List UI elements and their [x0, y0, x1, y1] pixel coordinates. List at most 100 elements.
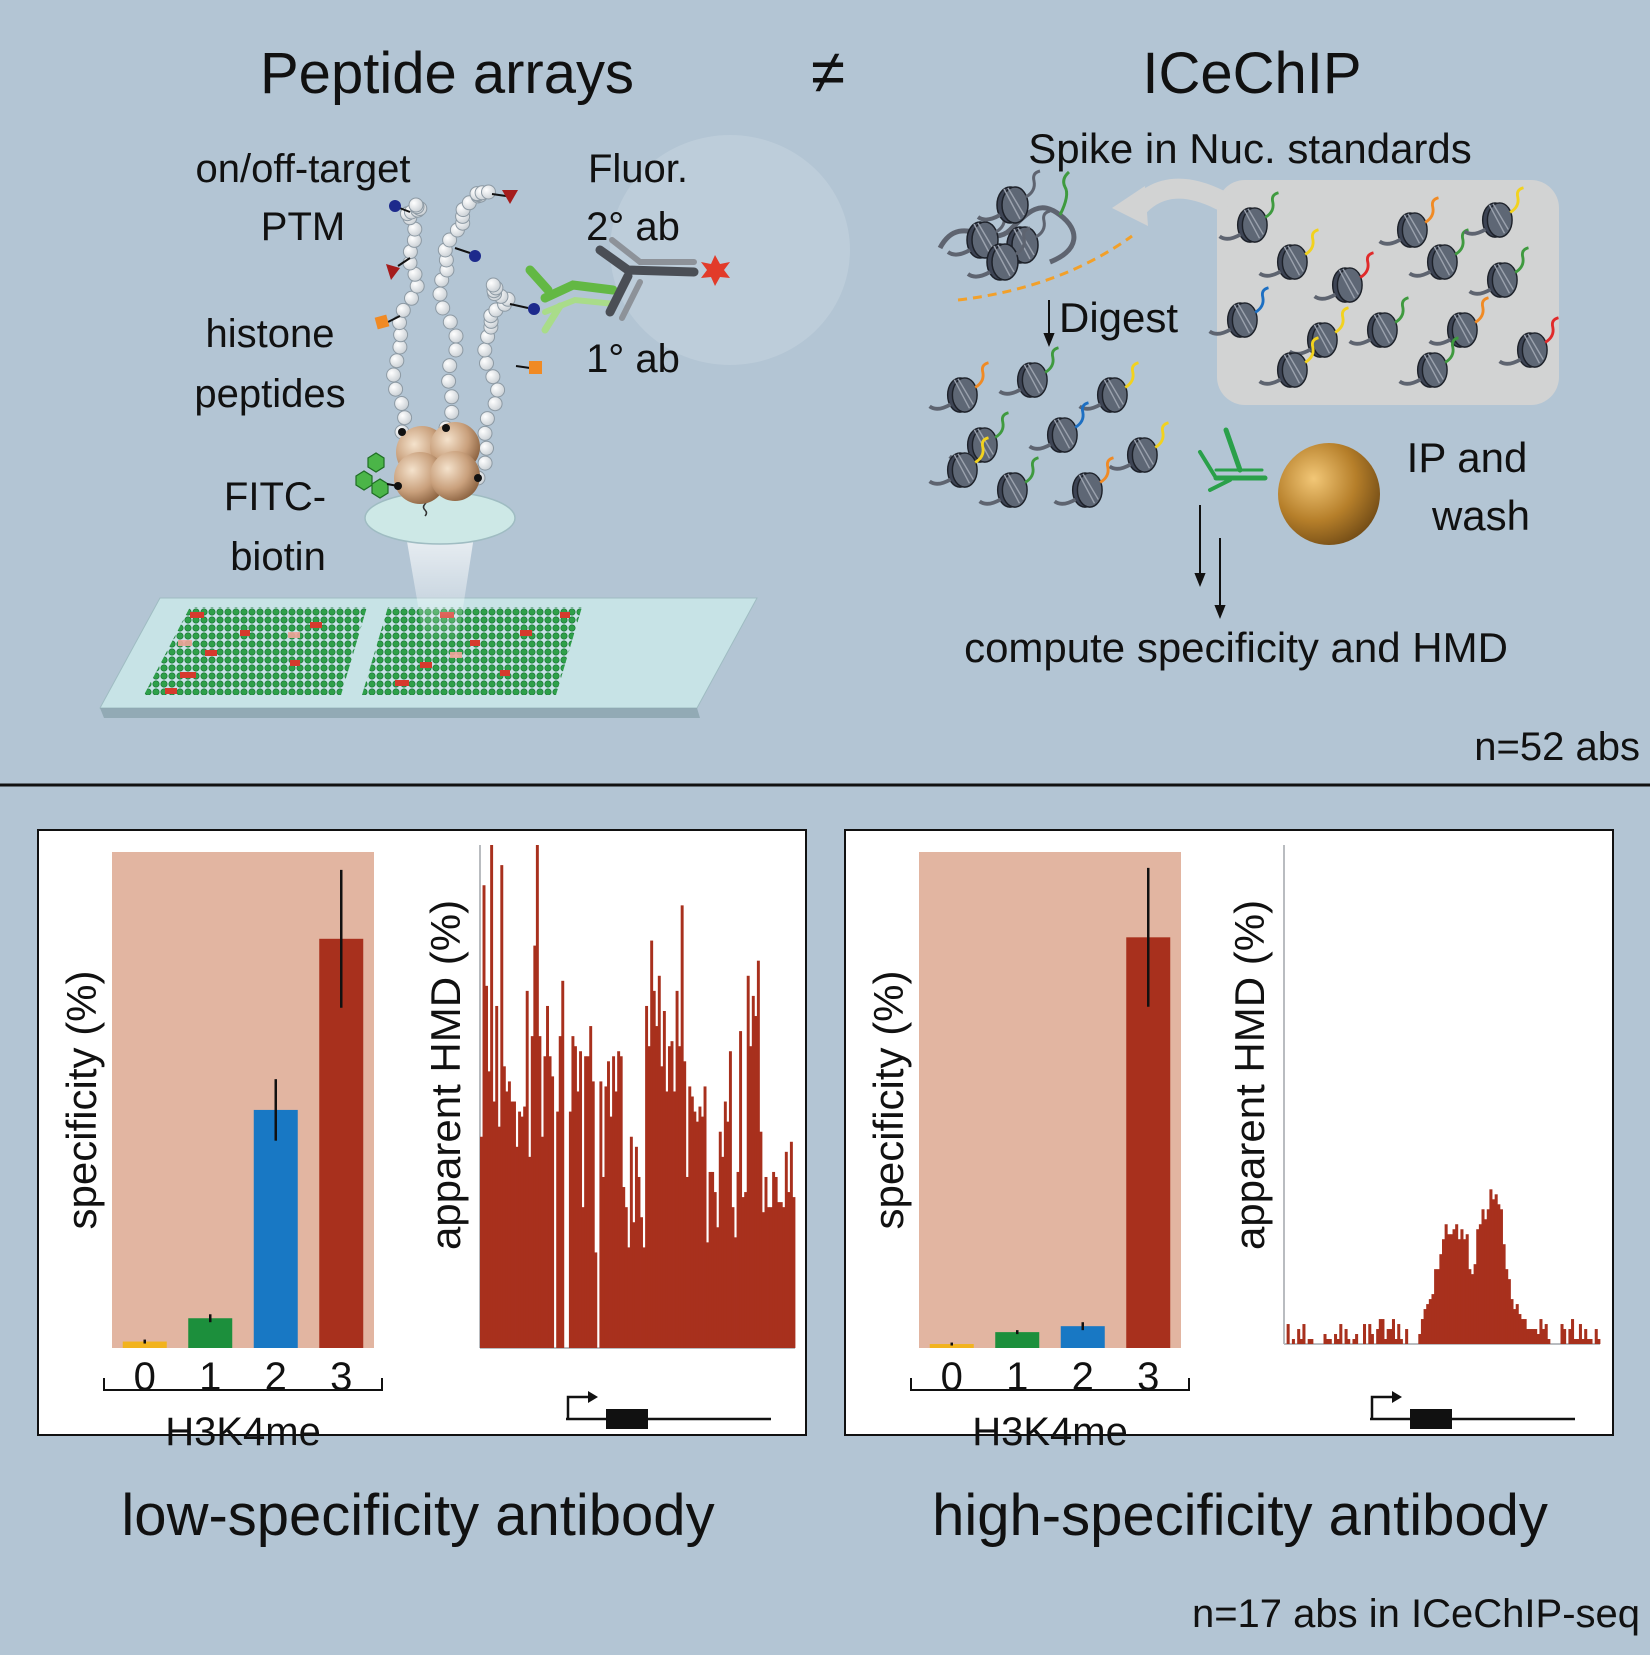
label-spike-in: Spike in Nuc. standards: [1028, 125, 1472, 172]
signal-bin: [1439, 1254, 1443, 1344]
signal-bin: [1589, 1339, 1593, 1344]
signal-bin: [1389, 1329, 1393, 1344]
signal-bin: [1386, 1329, 1390, 1344]
signal-bin: [1584, 1329, 1588, 1344]
signal-bin: [604, 1086, 608, 1348]
signal-bin: [558, 1036, 562, 1348]
peptide-residue: [441, 373, 457, 389]
fluorophore-star: [701, 255, 730, 286]
signal-bin: [777, 1202, 781, 1348]
peptide-residue: [444, 389, 460, 405]
secondary-antibody: [595, 237, 699, 321]
signal-bin: [1502, 1244, 1506, 1344]
peptide-residue: [444, 404, 460, 420]
signal-bin: [693, 1111, 697, 1348]
signal-bin: [1286, 1324, 1290, 1344]
signal-bin: [500, 865, 504, 1348]
signal-bin: [708, 1171, 712, 1348]
label-fluor-2: 2° ab: [586, 205, 680, 249]
nucleosome: [998, 346, 1059, 398]
peptide-residue: [477, 425, 493, 441]
signal-bin: [497, 1126, 501, 1348]
peptide-residue: [479, 355, 494, 371]
peptide-residue: [448, 342, 464, 358]
signal-bin: [619, 1056, 623, 1348]
signal-bin: [1544, 1324, 1548, 1344]
signal-bin: [1378, 1319, 1382, 1344]
nucleosome: [1313, 251, 1374, 303]
label-histone-1: histone: [206, 312, 335, 356]
signal-bin: [507, 1081, 511, 1348]
signal-bin: [523, 1106, 527, 1348]
signal-bin: [1405, 1329, 1409, 1344]
signal-bin: [1336, 1339, 1340, 1344]
signal-bin: [622, 1187, 626, 1348]
bar-h3k4me2: [253, 1109, 298, 1348]
signal-bin: [1299, 1339, 1303, 1344]
signal-bin: [1536, 1334, 1540, 1344]
label-ip-2: wash: [1431, 492, 1530, 539]
title-peptide-arrays: Peptide arrays: [260, 41, 634, 106]
signal-bin: [716, 1227, 720, 1348]
bar-h3k4me0: [929, 1344, 974, 1348]
signal-bin: [667, 1046, 671, 1348]
gene-model: [1370, 1391, 1575, 1429]
signal-bin: [1334, 1334, 1338, 1344]
signal-bin: [579, 1051, 583, 1348]
signal-bin: [731, 1207, 735, 1348]
signal-bin: [1297, 1329, 1301, 1344]
signal-bin: [571, 1036, 575, 1348]
not-equal-symbol: ≠: [811, 38, 845, 107]
label-fitc-1: FITC-: [224, 475, 326, 519]
signal-bin: [533, 945, 537, 1348]
signal-bin: [1449, 1234, 1453, 1344]
panel-caption: high-specificity antibody: [932, 1483, 1548, 1548]
signal-bin: [1384, 1339, 1388, 1344]
signal-bin: [1355, 1334, 1359, 1344]
signal-bin: [769, 1207, 773, 1348]
signal-bin: [1531, 1329, 1535, 1344]
signal-bin: [1352, 1339, 1356, 1344]
h3k4me-bracket: [103, 1378, 383, 1391]
tick-label-3: 3: [330, 1355, 352, 1399]
icechip-illustration: Spike in Nuc. standards Digest IP and wa…: [928, 125, 1559, 671]
label-ip-1: IP and: [1407, 434, 1528, 481]
label-primary-ab: 1° ab: [586, 337, 680, 381]
signal-bin: [1428, 1299, 1432, 1344]
peptide-residue: [386, 367, 402, 383]
peptide-residue: [442, 358, 458, 374]
signal-bin: [652, 990, 656, 1348]
signal-bin: [1573, 1339, 1577, 1344]
nucleosome: [928, 361, 989, 413]
signal-bin: [756, 960, 760, 1348]
signal-bin: [1344, 1329, 1348, 1344]
array-block-1: [144, 607, 367, 695]
peptide-residue: [448, 328, 464, 344]
signal-bin: [1568, 1329, 1572, 1344]
signal-bin: [1455, 1224, 1459, 1344]
signal-bin: [591, 1081, 595, 1348]
signal-bin: [711, 1171, 715, 1348]
signal-bin: [561, 980, 565, 1348]
nucleosome: [978, 456, 1039, 508]
signal-bin: [1581, 1339, 1585, 1344]
peptide-residue: [408, 197, 424, 213]
signal-bin: [754, 1016, 758, 1348]
magnetic-bead: [1278, 443, 1380, 545]
nucleosome: [1348, 296, 1409, 348]
nucleosome: [1053, 456, 1114, 508]
signal-bin: [515, 1146, 519, 1348]
signal-bin: [774, 1176, 778, 1348]
signal-bin: [1539, 1319, 1543, 1344]
signal-bin: [645, 1005, 649, 1348]
x-group-label: H3K4me: [165, 1410, 321, 1454]
peptide-residue: [485, 369, 501, 385]
signal-bin: [510, 1101, 514, 1348]
nucleosome: [1078, 361, 1139, 413]
nucleosome: [1208, 286, 1269, 338]
y-axis-label-hmd: apparent HMD (%): [1226, 900, 1273, 1250]
tick-label-2: 2: [1072, 1355, 1094, 1399]
label-histone-2: peptides: [194, 372, 345, 416]
h3k4me-bracket: [910, 1378, 1190, 1391]
